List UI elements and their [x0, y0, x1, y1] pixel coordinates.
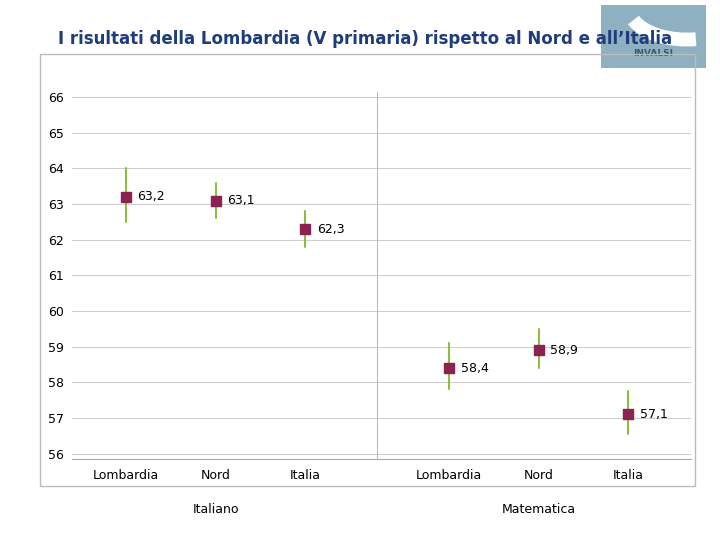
FancyBboxPatch shape	[601, 5, 706, 68]
Text: 63,2: 63,2	[138, 191, 165, 204]
Text: 62,3: 62,3	[317, 222, 345, 235]
Text: 63,1: 63,1	[228, 194, 255, 207]
Text: INVALSI: INVALSI	[634, 49, 673, 58]
Text: Italiano: Italiano	[192, 503, 239, 516]
Text: I risultati della Lombardia (V primaria) rispetto al Nord e all’Italia: I risultati della Lombardia (V primaria)…	[58, 30, 672, 48]
Text: 58,9: 58,9	[550, 344, 578, 357]
Text: 57,1: 57,1	[640, 408, 668, 421]
Text: 58,4: 58,4	[461, 362, 488, 375]
Text: Matematica: Matematica	[502, 503, 576, 516]
